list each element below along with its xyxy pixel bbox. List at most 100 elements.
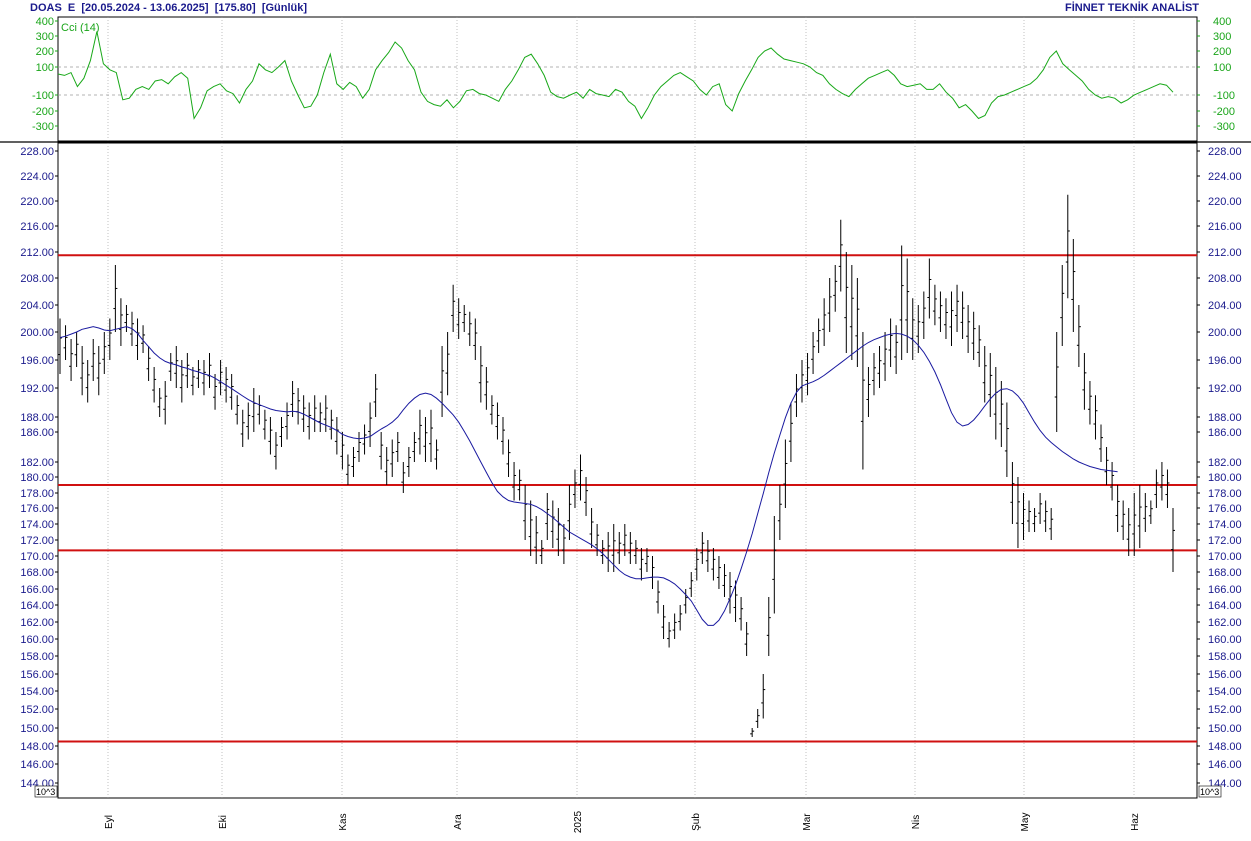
support-resistance-lines (58, 254, 1197, 743)
price-tick-label-left: 152.00 (20, 704, 54, 716)
price-tick-label-left: 182.00 (20, 457, 54, 469)
price-tick-label-left: 172.00 (20, 535, 54, 547)
price-tick-label-right: 216.00 (1208, 221, 1242, 233)
price-tick-label-left: 228.00 (20, 146, 54, 158)
price-tick-label-left: 178.00 (20, 488, 54, 500)
price-tick-label-left: 156.00 (20, 669, 54, 681)
cci-series-line (57, 31, 1174, 120)
price-tick-label-right: 180.00 (1208, 472, 1242, 484)
price-panel-frame (57, 142, 1198, 799)
cci-tick-label-left: -200 (32, 106, 54, 118)
x-axis-label: Kas (338, 813, 349, 830)
x-axis-label: Şub (691, 813, 702, 831)
price-tick-label-right: 152.00 (1208, 704, 1242, 716)
cci-indicator-label: Cci (14) (61, 22, 100, 34)
price-tick-label-right: 178.00 (1208, 488, 1242, 500)
x-axis-label: Mar (802, 813, 813, 831)
x-axis-label: Eyl (104, 815, 115, 829)
price-tick-label-left: 174.00 (20, 519, 54, 531)
price-tick-label-right: 192.00 (1208, 383, 1242, 395)
price-tick-label-left: 158.00 (20, 651, 54, 663)
chart-title: DOAS E [20.05.2024 - 13.06.2025] [175.80… (30, 2, 308, 14)
x-axis-label: Haz (1130, 813, 1141, 831)
price-tick-label-left: 160.00 (20, 634, 54, 646)
price-tick-label-right: 156.00 (1208, 669, 1242, 681)
brand-label: FİNNET TEKNİK ANALİST (1064, 2, 1199, 14)
unit-label-right: 10^3 (1200, 787, 1219, 797)
price-tick-label-left: 170.00 (20, 551, 54, 563)
cci-tick-label-left: 200 (36, 46, 54, 58)
price-tick-label-right: 150.00 (1208, 723, 1242, 735)
unit-box-left (34, 785, 58, 798)
price-tick-label-right: 196.00 (1208, 355, 1242, 367)
price-tick-label-left: 148.00 (20, 741, 54, 753)
cci-tick-label-right: -100 (1213, 90, 1235, 102)
price-tick-label-left: 150.00 (20, 723, 54, 735)
price-bars (58, 194, 1175, 737)
x-axis-label: Nis (911, 815, 922, 829)
price-tick-label-left: 162.00 (20, 617, 54, 629)
cci-guide-lines (58, 66, 1197, 96)
cci-tick-label-right: 200 (1213, 46, 1231, 58)
price-tick-label-right: 168.00 (1208, 567, 1242, 579)
price-tick-label-left: 212.00 (20, 247, 54, 259)
x-axis-label: Ara (453, 814, 464, 830)
price-tick-label-right: 204.00 (1208, 300, 1242, 312)
price-tick-label-right: 162.00 (1208, 617, 1242, 629)
cci-tick-label-left: -100 (32, 90, 54, 102)
price-tick-label-right: 172.00 (1208, 535, 1242, 547)
price-tick-label-left: 168.00 (20, 567, 54, 579)
cci-tick-label-left: -300 (32, 121, 54, 133)
unit-box-right (1198, 785, 1222, 798)
x-axis-label: Eki (218, 815, 229, 829)
x-axis-label: May (1020, 813, 1031, 832)
price-tick-label-left: 220.00 (20, 196, 54, 208)
price-tick-label-right: 146.00 (1208, 759, 1242, 771)
price-tick-label-left: 208.00 (20, 273, 54, 285)
price-tick-label-right: 154.00 (1208, 686, 1242, 698)
price-tick-label-right: 158.00 (1208, 651, 1242, 663)
price-tick-label-right: 170.00 (1208, 551, 1242, 563)
price-tick-label-left: 146.00 (20, 759, 54, 771)
x-axis-label: 2025 (573, 810, 584, 833)
cci-tick-label-right: -300 (1213, 121, 1235, 133)
price-tick-label-right: 186.00 (1208, 427, 1242, 439)
moving-average-line (59, 326, 1118, 626)
price-tick-label-left: 154.00 (20, 686, 54, 698)
price-tick-label-right: 212.00 (1208, 247, 1242, 259)
cci-tick-label-left: 300 (36, 31, 54, 43)
price-tick-label-right: 148.00 (1208, 741, 1242, 753)
price-tick-label-left: 192.00 (20, 383, 54, 395)
price-tick-labels: 228.00 228.00 224.00 224.00 220.00 220.00 216.… (20, 146, 1241, 790)
price-tick-label-left: 186.00 (20, 427, 54, 439)
cci-tick-labels: 400 400 300 300 200 200 100 100 -100 -100 -200 -200… (32, 16, 1235, 133)
price-tick-label-right: 220.00 (1208, 196, 1242, 208)
price-tick-label-right: 176.00 (1208, 503, 1242, 515)
price-tick-label-right: 228.00 (1208, 146, 1242, 158)
price-tick-label-left: 166.00 (20, 584, 54, 596)
cci-tick-label-left: 400 (36, 16, 54, 28)
cci-tick-label-right: 300 (1213, 31, 1231, 43)
x-axis-labels: Eyl Eki Kas Ara 2025 Şub Mar Nis May Haz (104, 810, 1141, 833)
price-tick-label-left: 180.00 (20, 472, 54, 484)
price-tick-label-left: 188.00 (20, 412, 54, 424)
price-tick-label-right: 174.00 (1208, 519, 1242, 531)
vertical-gridlines (107, 17, 1135, 798)
price-tick-label-right: 224.00 (1208, 171, 1242, 183)
price-tick-label-left: 224.00 (20, 171, 54, 183)
price-tick-label-right: 208.00 (1208, 273, 1242, 285)
price-tick-label-left: 176.00 (20, 503, 54, 515)
price-tick-label-left: 164.00 (20, 600, 54, 612)
price-tick-label-left: 200.00 (20, 327, 54, 339)
price-tick-label-right: 164.00 (1208, 600, 1242, 612)
unit-label-left: 10^3 (36, 787, 55, 797)
price-tick-label-right: 160.00 (1208, 634, 1242, 646)
cci-tick-label-left: 100 (36, 62, 54, 74)
price-tick-label-right: 188.00 (1208, 412, 1242, 424)
cci-tick-label-right: 100 (1213, 62, 1231, 74)
price-tick-label-left: 204.00 (20, 300, 54, 312)
cci-tick-label-right: 400 (1213, 16, 1231, 28)
panel-frames (0, 16, 1251, 799)
price-tick-label-left: 216.00 (20, 221, 54, 233)
